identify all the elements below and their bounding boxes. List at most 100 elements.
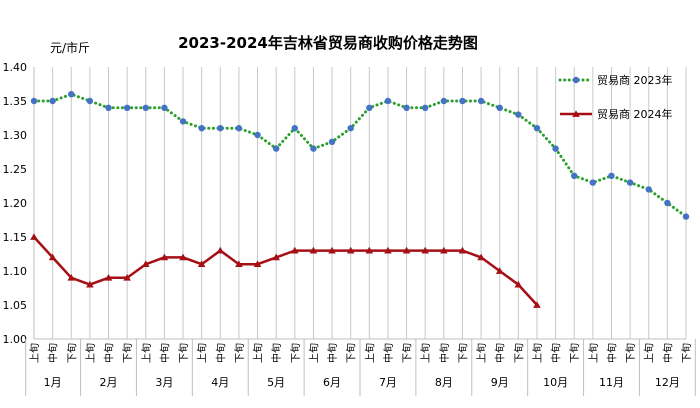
data-point — [291, 125, 298, 132]
x-tick-period-label: 上旬 — [84, 343, 97, 363]
data-point — [477, 97, 485, 105]
data-point — [645, 186, 652, 193]
data-point — [49, 97, 56, 105]
x-tick-period-label: 下旬 — [624, 343, 637, 363]
data-point — [30, 233, 38, 240]
data-point — [123, 104, 131, 112]
data-point — [141, 260, 150, 268]
data-point — [440, 246, 448, 254]
data-point — [235, 125, 243, 132]
data-point — [179, 253, 187, 261]
data-point — [68, 91, 75, 98]
series-line-1 — [32, 92, 688, 219]
legend-marker-2 — [572, 110, 580, 117]
x-tick-period-label: 下旬 — [289, 343, 302, 363]
x-tick-period-label: 下旬 — [568, 343, 581, 363]
data-point — [272, 253, 280, 261]
x-tick-month-label: 8月 — [435, 376, 453, 389]
x-tick-period-label: 下旬 — [233, 343, 246, 363]
x-tick-period-label: 上旬 — [196, 343, 209, 363]
x-tick-period-label: 下旬 — [121, 343, 134, 363]
x-tick-period-label: 上旬 — [643, 343, 656, 363]
y-tick-label: 1.15 — [3, 231, 28, 244]
data-point — [403, 104, 410, 112]
x-tick-period-label: 上旬 — [140, 343, 153, 363]
data-point — [366, 104, 373, 112]
data-point — [310, 145, 317, 152]
data-point — [533, 301, 541, 308]
y-tick-label: 1.25 — [3, 163, 28, 176]
x-tick-month-label: 6月 — [323, 376, 341, 389]
data-point — [272, 145, 280, 152]
data-point — [440, 97, 448, 105]
x-tick-period-label: 中旬 — [661, 343, 674, 363]
series-line-2 — [33, 236, 538, 306]
legend-label-1: 贸易商 2023年 — [597, 73, 673, 87]
data-point — [291, 246, 299, 254]
data-point — [477, 253, 485, 261]
data-point — [365, 246, 374, 254]
data-point — [664, 199, 671, 207]
x-tick-month-label: 1月 — [44, 376, 62, 389]
x-tick-period-label: 下旬 — [512, 343, 525, 363]
x-tick-period-label: 中旬 — [103, 343, 116, 363]
x-tick-month-label: 2月 — [100, 376, 118, 389]
data-point — [459, 97, 466, 105]
data-point — [571, 172, 578, 179]
x-tick-month-label: 11月 — [599, 376, 624, 389]
legend-label-2: 贸易商 2024年 — [597, 107, 673, 121]
data-point — [217, 125, 224, 132]
data-point — [48, 253, 57, 261]
data-point — [142, 104, 149, 112]
x-tick-period-label: 中旬 — [214, 343, 227, 363]
data-point — [179, 118, 187, 125]
y-tick-label: 1.00 — [3, 333, 28, 346]
y-tick-label: 1.35 — [3, 95, 28, 108]
data-point — [402, 246, 411, 254]
x-tick-period-label: 下旬 — [401, 343, 414, 363]
x-tick-period-label: 上旬 — [28, 343, 41, 363]
x-tick-month-label: 12月 — [655, 376, 680, 389]
x-tick-period-label: 中旬 — [550, 343, 563, 363]
data-point — [216, 246, 225, 254]
chart-title: 2023-2024年吉林省贸易商收购价格走势图 — [178, 34, 478, 52]
data-point — [422, 104, 429, 112]
x-tick-period-label: 上旬 — [475, 343, 488, 363]
data-point — [104, 274, 113, 281]
data-point — [682, 213, 690, 220]
x-tick-period-label: 中旬 — [326, 343, 339, 363]
x-tick-period-label: 中旬 — [438, 343, 451, 363]
y-axis-label: 元/市斤 — [50, 40, 90, 55]
x-tick-month-label: 4月 — [211, 376, 229, 389]
data-point — [105, 104, 112, 112]
data-point — [197, 260, 206, 268]
data-point — [589, 179, 597, 186]
data-point — [123, 274, 131, 281]
x-tick-period-label: 上旬 — [307, 343, 320, 363]
x-tick-period-label: 中旬 — [605, 343, 618, 363]
x-tick-period-label: 下旬 — [345, 343, 358, 363]
x-tick-month-label: 5月 — [267, 376, 285, 389]
data-point — [347, 125, 354, 132]
data-point — [254, 131, 261, 139]
x-tick-month-label: 7月 — [379, 376, 397, 389]
data-point — [495, 267, 504, 274]
data-point — [198, 125, 205, 132]
data-point — [514, 280, 523, 288]
data-point — [86, 97, 94, 105]
x-tick-period-label: 中旬 — [270, 343, 283, 363]
data-point — [235, 260, 243, 268]
x-tick-period-label: 上旬 — [363, 343, 376, 363]
x-tick-period-label: 下旬 — [456, 343, 469, 363]
x-tick-period-label: 上旬 — [587, 343, 600, 363]
x-tick-period-label: 中旬 — [158, 343, 171, 363]
x-tick-month-label: 3月 — [155, 376, 173, 389]
data-point — [161, 104, 168, 112]
y-tick-label: 1.30 — [3, 129, 28, 142]
data-point — [552, 145, 559, 152]
x-tick-period-label: 下旬 — [177, 343, 190, 363]
data-point — [533, 125, 541, 132]
